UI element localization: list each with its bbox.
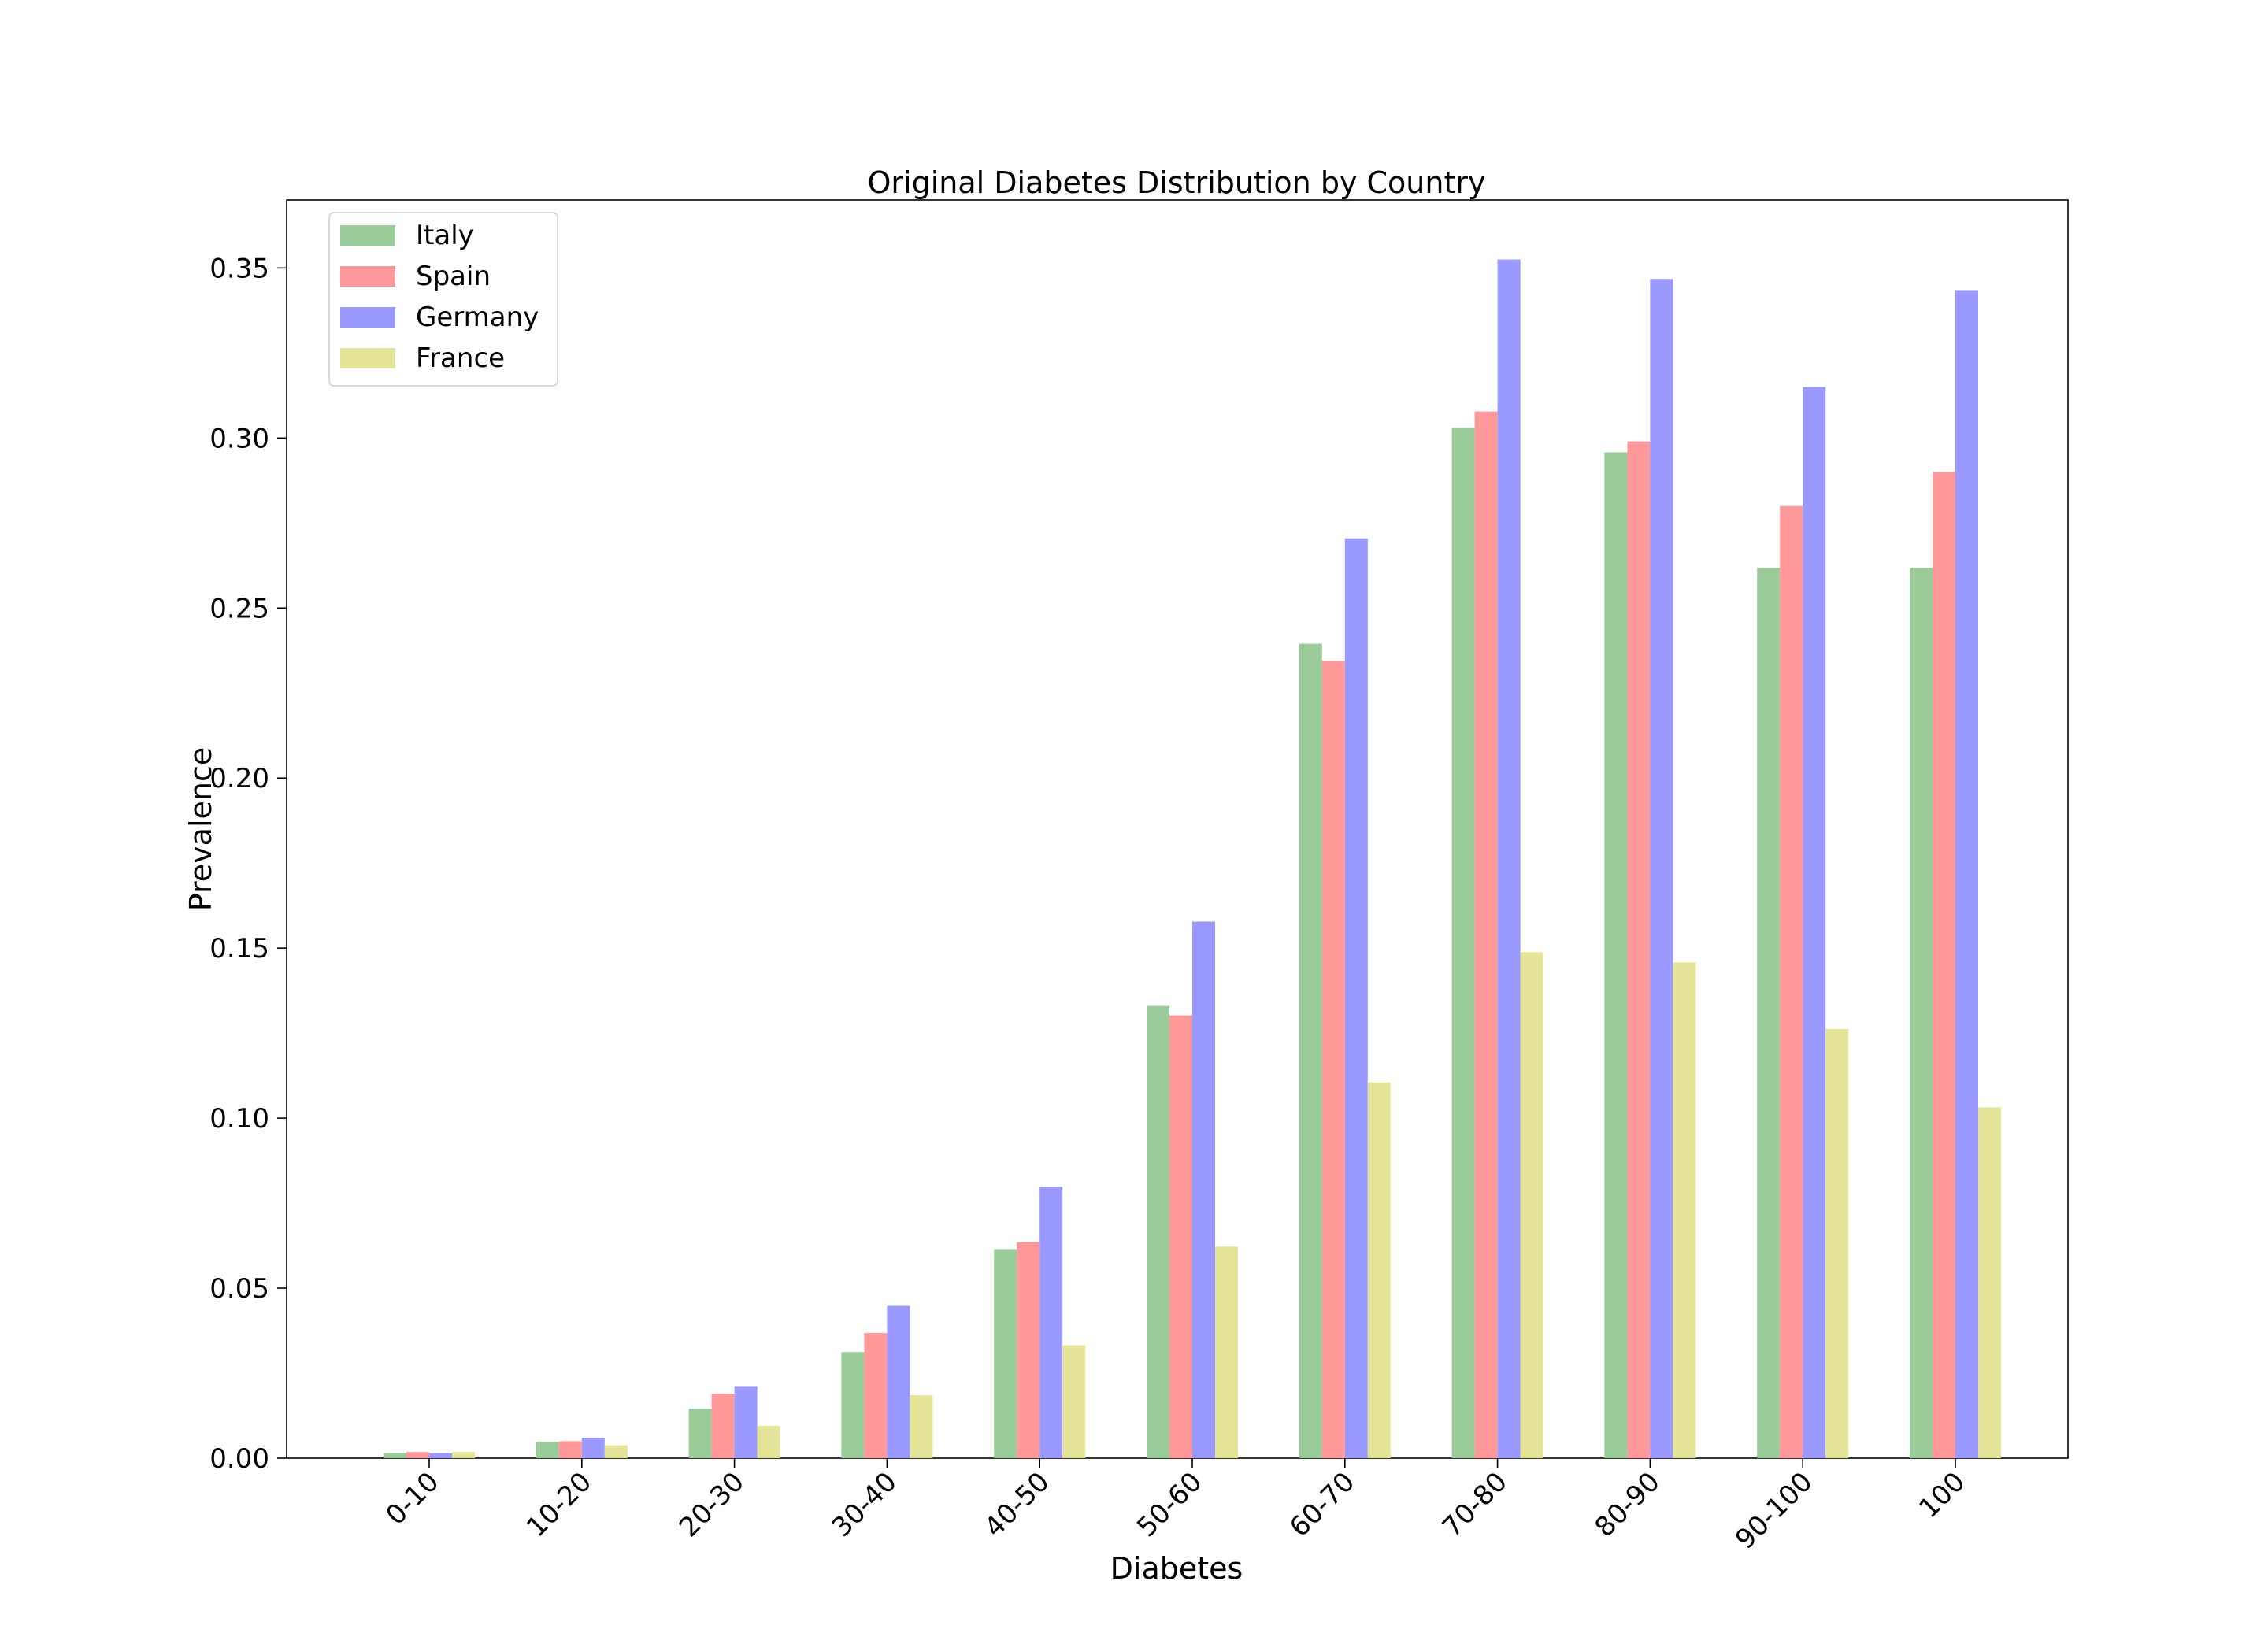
bar-italy-10-20 xyxy=(536,1442,559,1458)
bar-france-0-10 xyxy=(452,1452,475,1458)
legend-swatch-france xyxy=(340,348,395,368)
bar-france-80-90 xyxy=(1673,962,1696,1458)
x-axis-label: Diabetes xyxy=(1110,1551,1243,1586)
legend-label-germany: Germany xyxy=(416,302,539,333)
bar-germany-30-40 xyxy=(887,1305,910,1458)
bar-spain-80-90 xyxy=(1627,441,1651,1458)
bar-italy-90-100 xyxy=(1757,568,1781,1458)
bar-italy-30-40 xyxy=(841,1352,865,1458)
bar-france-60-70 xyxy=(1367,1082,1391,1458)
legend-label-italy: Italy xyxy=(416,220,474,251)
y-axis-ticks: 0.00 0.05 0.10 0.15 0.20 0.25 0.30 0.35 xyxy=(209,253,287,1475)
bar-france-30-40 xyxy=(910,1395,933,1458)
bar-spain-40-50 xyxy=(1017,1242,1040,1458)
legend-swatch-germany xyxy=(340,307,395,328)
y-tick-label: 0.20 xyxy=(209,763,269,794)
bar-germany-20-30 xyxy=(734,1386,758,1458)
legend: Italy Spain Germany France xyxy=(328,212,558,387)
bar-italy-40-50 xyxy=(994,1249,1017,1458)
y-tick-label: 0.30 xyxy=(209,423,269,454)
bar-germany-0-10 xyxy=(429,1453,452,1458)
legend-label-france: France xyxy=(416,342,505,374)
bar-spain-50-60 xyxy=(1169,1015,1192,1458)
legend-swatch-italy xyxy=(340,225,395,246)
bar-germany-70-80 xyxy=(1497,259,1521,1459)
bar-spain-60-70 xyxy=(1321,661,1345,1458)
y-tick-label: 0.15 xyxy=(209,933,269,965)
bar-germany-90-100 xyxy=(1803,387,1826,1458)
bar-germany-60-70 xyxy=(1344,538,1368,1458)
y-axis-label: Prevalence xyxy=(183,747,218,911)
bar-spain-70-80 xyxy=(1474,411,1498,1458)
y-tick-label: 0.35 xyxy=(209,253,269,284)
bar-italy-0-10 xyxy=(384,1453,406,1458)
bar-germany-80-90 xyxy=(1650,279,1673,1459)
y-tick-label: 0.10 xyxy=(209,1103,269,1135)
bar-group xyxy=(384,259,2001,1459)
legend-label-spain: Spain xyxy=(416,261,491,292)
bar-italy-20-30 xyxy=(688,1409,712,1458)
plot-area: 0.000.050.100.150.200.250.300.35 0-10 10-… xyxy=(209,199,2069,1556)
y-tick-label: 0.25 xyxy=(209,593,269,624)
bar-france-50-60 xyxy=(1215,1246,1238,1458)
bar-spain-90-100 xyxy=(1780,505,1803,1459)
bar-spain-30-40 xyxy=(864,1333,888,1458)
bar-spain-100 xyxy=(1933,472,1955,1458)
bar-spain-10-20 xyxy=(558,1441,582,1458)
bar-spain-0-10 xyxy=(406,1452,429,1458)
bar-italy-80-90 xyxy=(1604,452,1628,1459)
y-tick-label: 0.00 xyxy=(209,1443,269,1475)
bar-france-20-30 xyxy=(757,1425,780,1458)
bar-italy-50-60 xyxy=(1147,1005,1169,1458)
bar-france-90-100 xyxy=(1825,1028,1849,1458)
bar-germany-100 xyxy=(1955,290,1978,1459)
bar-germany-40-50 xyxy=(1040,1187,1063,1458)
bar-france-40-50 xyxy=(1062,1345,1086,1458)
bar-france-10-20 xyxy=(604,1445,628,1458)
bar-france-70-80 xyxy=(1520,952,1544,1458)
bar-italy-60-70 xyxy=(1299,643,1322,1458)
bar-germany-10-20 xyxy=(581,1438,605,1458)
legend-frame xyxy=(328,212,558,387)
bar-spain-20-30 xyxy=(711,1393,735,1458)
y-tick-label: 0.05 xyxy=(209,1273,269,1305)
bar-france-100 xyxy=(1978,1107,2001,1458)
bar-italy-70-80 xyxy=(1451,428,1475,1458)
bar-germany-50-60 xyxy=(1192,921,1215,1458)
bar-italy-100 xyxy=(1910,568,1933,1458)
chart-title: Original Diabetes Distribution by Countr… xyxy=(868,165,1486,200)
legend-swatch-spain xyxy=(340,266,395,287)
